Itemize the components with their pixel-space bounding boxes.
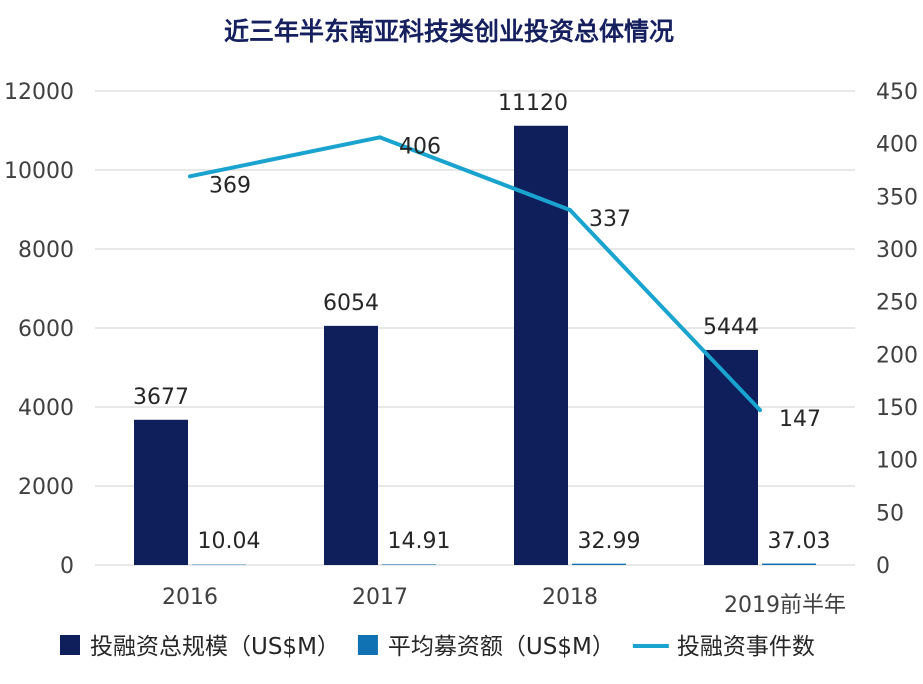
left-tick-label: 12000 bbox=[4, 80, 74, 105]
bar-avg bbox=[572, 563, 626, 565]
data-label-total: 6054 bbox=[323, 291, 379, 316]
x-tick-label: 2019前半年 bbox=[724, 593, 846, 618]
x-tick-label: 2017 bbox=[352, 585, 408, 610]
right-tick-label: 400 bbox=[876, 133, 918, 158]
left-tick-label: 10000 bbox=[4, 159, 74, 184]
data-label-total: 3677 bbox=[133, 385, 189, 410]
legend-swatch bbox=[357, 635, 378, 655]
right-axis-ticks: 0 50 100 150 200 250 300 350 400 450 bbox=[876, 80, 918, 579]
left-tick-label: 2000 bbox=[18, 475, 74, 500]
right-tick-label: 200 bbox=[876, 343, 918, 368]
event-count-line bbox=[188, 135, 762, 413]
data-label-events: 337 bbox=[589, 207, 631, 232]
legend: 投融资总规模（US$M） 平均募资额（US$M） 投融资事件数 bbox=[60, 634, 815, 660]
legend-label: 平均募资额（US$M） bbox=[388, 634, 615, 660]
bar-avg bbox=[762, 563, 816, 565]
right-tick-label: 300 bbox=[876, 238, 918, 263]
legend-swatch bbox=[60, 635, 80, 655]
bar-total bbox=[324, 325, 378, 565]
left-tick-label: 0 bbox=[60, 554, 74, 579]
right-tick-label: 100 bbox=[876, 449, 918, 474]
bar-total bbox=[134, 419, 188, 565]
x-axis-ticks: 2016 2017 2018 2019前半年 bbox=[162, 585, 846, 618]
data-labels: 3677 10.04 6054 14.91 11120 32.99 5444 37.03 369… bbox=[133, 91, 830, 554]
data-label-events: 369 bbox=[209, 173, 251, 198]
data-label-total: 5444 bbox=[703, 315, 759, 340]
event-line-path bbox=[189, 135, 762, 412]
right-tick-label: 250 bbox=[876, 291, 918, 316]
data-label-avg: 14.91 bbox=[388, 529, 451, 554]
data-label-total: 11120 bbox=[498, 91, 568, 116]
event-point bbox=[758, 408, 762, 413]
event-point bbox=[188, 174, 192, 179]
right-tick-label: 350 bbox=[876, 185, 918, 210]
bar-avg bbox=[382, 564, 436, 565]
chart-title: 近三年半东南亚科技类创业投资总体情况 bbox=[224, 17, 674, 46]
data-label-events: 406 bbox=[399, 134, 441, 159]
legend-label: 投融资事件数 bbox=[677, 634, 815, 660]
data-label-avg: 32.99 bbox=[578, 529, 641, 554]
left-tick-label: 8000 bbox=[18, 238, 74, 263]
data-label-avg: 37.03 bbox=[768, 529, 831, 554]
left-tick-label: 6000 bbox=[18, 317, 74, 342]
left-axis-ticks: 0 2000 4000 6000 8000 10000 12000 bbox=[4, 80, 74, 579]
bar-total bbox=[704, 349, 758, 565]
right-tick-label: 150 bbox=[876, 396, 918, 421]
x-tick-label: 2016 bbox=[162, 585, 218, 610]
legend-label: 投融资总规模（US$M） bbox=[90, 634, 340, 660]
data-label-avg: 10.04 bbox=[198, 529, 261, 554]
event-point bbox=[568, 208, 572, 213]
right-tick-label: 50 bbox=[876, 501, 904, 526]
event-point bbox=[378, 135, 382, 140]
data-label-events: 147 bbox=[779, 407, 821, 432]
right-tick-label: 450 bbox=[876, 80, 918, 105]
x-tick-label: 2018 bbox=[542, 585, 598, 610]
right-tick-label: 0 bbox=[876, 554, 890, 579]
left-tick-label: 4000 bbox=[18, 396, 74, 421]
